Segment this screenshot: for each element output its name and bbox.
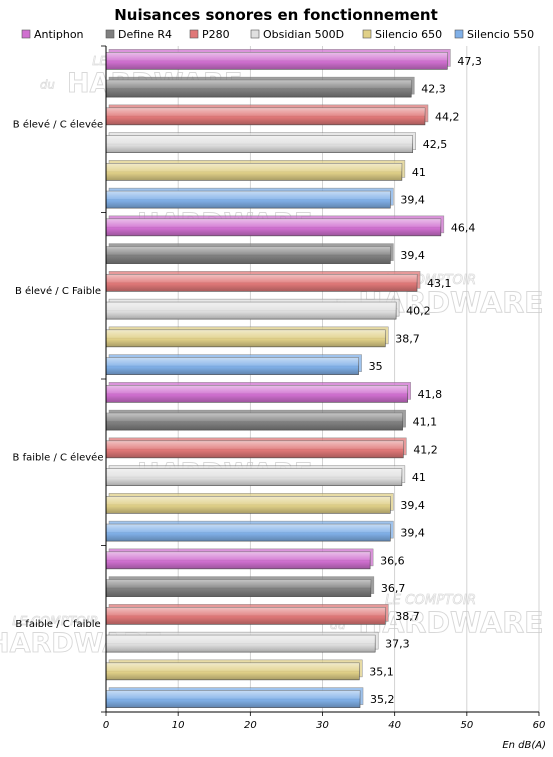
- watermark-text: du: [40, 78, 55, 92]
- watermark-text: HARDWARE: [359, 607, 544, 640]
- x-tick-label: 30: [316, 720, 329, 731]
- data-label: 41: [412, 166, 426, 179]
- data-label: 47,3: [457, 55, 482, 68]
- legend-label: Define R4: [118, 28, 172, 41]
- legend-swatch: [454, 29, 464, 39]
- bar-shine: [106, 246, 391, 264]
- data-label: 36,7: [381, 582, 406, 595]
- data-label: 35: [369, 360, 383, 373]
- bar-shine: [106, 551, 371, 569]
- x-tick-label: 0: [103, 720, 109, 731]
- legend-label: Silencio 550: [467, 28, 534, 41]
- data-label: 37,3: [385, 638, 410, 651]
- bar-shine: [106, 163, 402, 181]
- data-label: 35,1: [369, 665, 394, 678]
- data-label: 42,3: [421, 83, 446, 96]
- bar-shine: [106, 635, 376, 653]
- data-label: 41,8: [418, 388, 443, 401]
- x-tick-label: 50: [460, 720, 473, 731]
- data-label: 44,2: [435, 110, 460, 123]
- data-label: 39,4: [400, 527, 425, 540]
- bar-shine: [106, 218, 441, 236]
- bar-shine: [106, 690, 361, 708]
- legend-swatch: [250, 29, 260, 39]
- bar-shine: [106, 662, 360, 680]
- data-label: 41,1: [413, 416, 438, 429]
- bar-shine: [106, 440, 404, 458]
- watermark-text: LE COMPTOIR: [12, 613, 98, 628]
- x-tick-label: 20: [244, 720, 257, 731]
- data-label: 35,2: [370, 693, 395, 706]
- data-label: 38,7: [395, 610, 420, 623]
- legend-swatch: [189, 29, 199, 39]
- x-tick-label: 40: [388, 720, 401, 731]
- bar-shine: [106, 496, 391, 514]
- bar-shine: [106, 579, 371, 597]
- data-label: 39,4: [400, 249, 425, 262]
- data-label: 41,2: [413, 443, 438, 456]
- bar-shine: [106, 80, 412, 98]
- bar-shine: [106, 524, 391, 542]
- bar-shine: [106, 329, 386, 347]
- legend-swatch: [362, 29, 372, 39]
- legend-label: Obsidian 500D: [263, 28, 344, 41]
- category-label: B élevé / C élevée: [13, 118, 103, 130]
- category-label: B faible / C élevée: [13, 451, 104, 463]
- legend-swatch: [21, 29, 31, 39]
- x-axis-label: En dB(A): [502, 740, 546, 751]
- bar-shine: [106, 385, 408, 403]
- chart-title: Nuisances sonores en fonctionnement: [114, 6, 438, 24]
- bar-shine: [106, 302, 397, 320]
- legend-label: Antiphon: [34, 28, 84, 41]
- bar-shine: [106, 135, 413, 153]
- axes: 0 10 20 30 40 50 60 B élevé / C élevée B élevé /…: [13, 45, 546, 731]
- bar-shine: [106, 52, 448, 70]
- data-label: 39,4: [400, 194, 425, 207]
- watermark-text: LE COMPTOIR: [385, 593, 476, 608]
- data-label: 46,4: [451, 221, 476, 234]
- category-label: B faible / C faible: [15, 619, 100, 630]
- legend-swatch: [105, 29, 115, 39]
- x-tick-label: 60: [533, 720, 546, 731]
- x-tick-label: 10: [172, 720, 185, 731]
- data-label: 41: [412, 471, 426, 484]
- bar-shine: [106, 107, 425, 125]
- bar-shine: [106, 413, 403, 431]
- legend: Antiphon Define R4 P280 Obsidian 500D Silenc…: [21, 28, 534, 41]
- data-label: 38,7: [395, 332, 420, 345]
- bar-shine: [106, 357, 359, 375]
- data-label: 36,6: [380, 554, 405, 567]
- data-label: 42,5: [423, 138, 448, 151]
- data-label: 40,2: [406, 305, 431, 318]
- category-label: B élevé / C Faible: [15, 285, 101, 297]
- bar-shine: [106, 191, 391, 209]
- legend-label: Silencio 650: [375, 28, 442, 41]
- legend-label: P280: [202, 28, 230, 41]
- bar-shine: [106, 274, 418, 292]
- bar-shine: [106, 607, 386, 625]
- data-label: 43,1: [427, 277, 452, 290]
- data-label: 39,4: [400, 499, 425, 512]
- bar-shine: [106, 468, 402, 486]
- gridlines: [177, 46, 540, 712]
